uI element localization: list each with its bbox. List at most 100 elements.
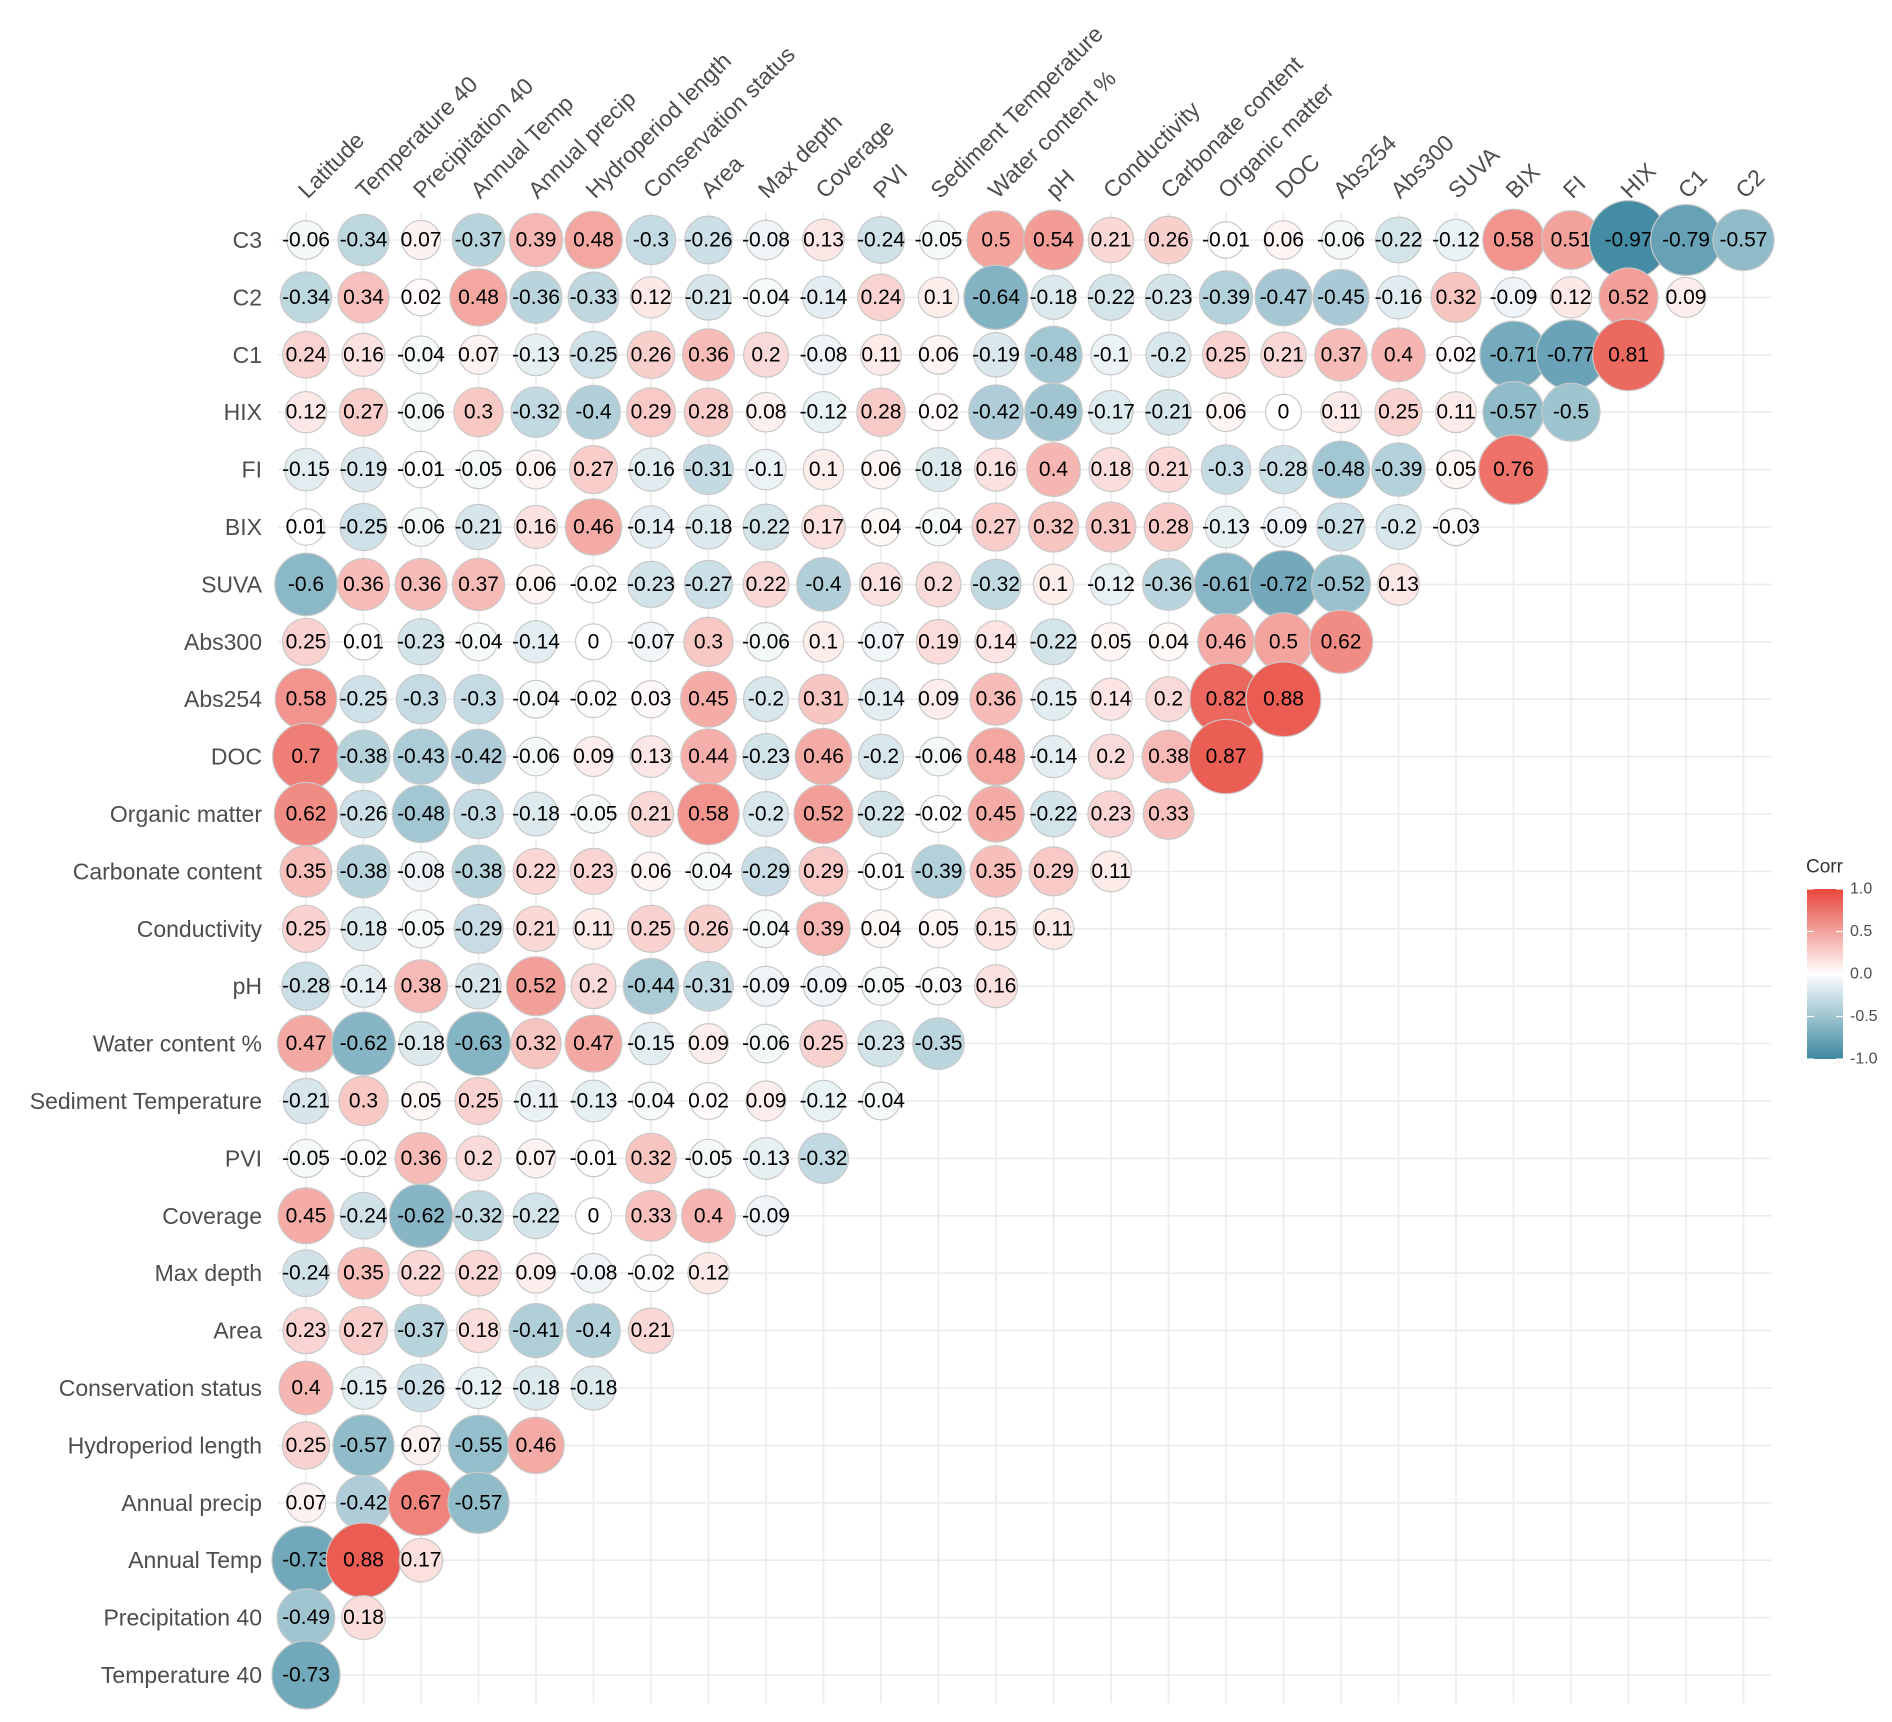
value-label: 0.29 (631, 401, 672, 424)
value-label: 0.33 (631, 1204, 672, 1227)
value-label: -0.01 (1202, 229, 1250, 252)
value-label: 0.16 (861, 573, 902, 596)
value-label: -0.19 (340, 458, 388, 481)
corr-circle (629, 505, 673, 549)
corr-circle (1436, 335, 1476, 374)
corr-circle (573, 794, 614, 834)
value-label: -0.42 (972, 401, 1020, 424)
value-label: -0.29 (455, 917, 503, 940)
x-tick-label: BIX (1500, 159, 1545, 204)
value-label: -0.18 (1030, 286, 1078, 309)
value-label: 0.21 (516, 917, 557, 940)
value-label: -0.05 (455, 458, 503, 481)
corr-circle (1371, 442, 1426, 497)
corr-circle (1311, 440, 1371, 499)
value-label: 0.22 (458, 1262, 499, 1285)
corr-circle (281, 1421, 331, 1470)
colorbar-label: -1.0 (1850, 1051, 1878, 1068)
corr-circle (339, 502, 388, 552)
value-label: 0 (588, 630, 600, 653)
value-label: 0.46 (516, 1434, 557, 1457)
corr-circle (459, 622, 498, 662)
corr-circle (745, 1080, 787, 1122)
corr-circle (452, 1190, 505, 1242)
corr-circle (798, 846, 849, 897)
corr-circle (1263, 220, 1304, 260)
value-label: -0.14 (857, 688, 905, 711)
value-label: 0.29 (803, 860, 844, 883)
y-tick-label: Water content % (93, 1031, 262, 1057)
corr-circle (400, 219, 442, 261)
corr-circle (398, 1021, 444, 1067)
value-label: -0.01 (857, 860, 905, 883)
corr-circle (454, 1076, 503, 1126)
corr-circle (336, 844, 391, 899)
value-label: -0.6 (288, 573, 324, 596)
value-label: -0.31 (685, 975, 733, 998)
value-label: -0.2 (748, 688, 784, 711)
value-label: 0.35 (976, 860, 1017, 883)
value-label: 0.88 (1263, 688, 1304, 711)
corr-circle (1592, 318, 1665, 392)
corr-circle (394, 1303, 448, 1358)
value-label: -0.64 (972, 286, 1020, 309)
value-label: 0.09 (918, 688, 959, 711)
value-label: 0.27 (573, 458, 614, 481)
y-tick-label: Area (213, 1318, 262, 1344)
corr-circle (1030, 618, 1077, 666)
value-label: 0 (588, 1204, 600, 1227)
corr-circle (391, 784, 451, 844)
value-label: 0.01 (343, 630, 384, 653)
corr-circle (453, 788, 504, 840)
corr-circle (1201, 330, 1251, 379)
value-label: -0.15 (627, 1032, 675, 1055)
value-label: 0.35 (343, 1262, 384, 1285)
value-label: -0.36 (1145, 573, 1193, 596)
value-label: 0.22 (516, 860, 557, 883)
corr-circle (336, 557, 391, 611)
corr-circle (509, 270, 563, 324)
corr-circle (564, 498, 623, 556)
value-label: -0.26 (397, 1377, 445, 1400)
corr-circle (574, 1197, 613, 1235)
corr-circle (285, 1482, 327, 1523)
value-label: -0.03 (915, 975, 963, 998)
corr-circle (862, 852, 900, 891)
corr-circle (631, 1254, 671, 1293)
value-label: -0.04 (627, 1090, 675, 1113)
value-label: -0.27 (685, 573, 733, 596)
value-label: -0.22 (1087, 286, 1135, 309)
corr-circle (279, 271, 333, 324)
x-tick-label: HIX (1615, 158, 1660, 203)
value-label: 0.24 (861, 286, 902, 309)
corr-circle (1478, 434, 1549, 505)
corr-circle (570, 1365, 617, 1411)
corr-circle (802, 218, 845, 262)
value-label: 0.62 (1321, 630, 1362, 653)
value-label: 0.09 (573, 745, 614, 768)
corr-circle (1145, 388, 1192, 436)
corr-circle (1088, 389, 1134, 435)
y-tick-label: Abs254 (184, 686, 262, 712)
value-label: 0.22 (746, 573, 787, 596)
value-label: 0.25 (1206, 343, 1247, 366)
value-label: -0.57 (1720, 229, 1768, 252)
corr-circle (973, 332, 1019, 378)
y-tick-label: Conductivity (137, 916, 263, 942)
x-tick-label: Abs300 (1385, 130, 1459, 204)
value-label: 0.05 (918, 917, 959, 940)
value-label: 0.36 (976, 688, 1017, 711)
corr-circle (1089, 850, 1133, 893)
value-label: 0.87 (1206, 745, 1247, 768)
corr-circle (282, 1306, 330, 1355)
corr-circle (1312, 268, 1370, 326)
value-label: 0.45 (976, 803, 1017, 826)
value-label: 0.26 (1148, 229, 1189, 252)
value-label: 0.12 (1551, 286, 1592, 309)
value-label: -0.07 (627, 630, 675, 653)
value-label: -0.57 (1490, 401, 1538, 424)
value-label: 0.32 (631, 1147, 672, 1170)
corr-circle (401, 335, 441, 375)
corr-circle (507, 1416, 565, 1475)
value-label: -0.05 (915, 229, 963, 252)
